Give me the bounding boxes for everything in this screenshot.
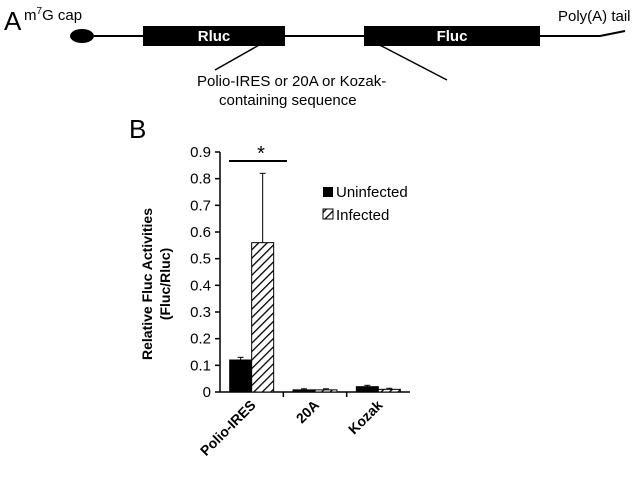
rluc-box xyxy=(143,26,285,46)
y-tick-label: 0.7 xyxy=(190,197,211,214)
rluc-label: Rluc xyxy=(198,28,231,45)
cap-oval xyxy=(70,29,94,43)
significance-star: * xyxy=(257,143,265,165)
bars xyxy=(229,242,401,393)
insert-pointer-left xyxy=(214,39,269,71)
legend-label-uninfected: Uninfected xyxy=(336,184,408,201)
legend-label-infected: Infected xyxy=(336,207,389,224)
bar-uninfected-20a xyxy=(292,389,316,393)
legend-swatch-uninfected xyxy=(323,187,333,197)
insert-pointer-right xyxy=(369,39,448,81)
panel-b-chart: B Relative Fluc Activities (Fluc/Rluc) 0… xyxy=(129,114,410,459)
y-tick-label: 0.4 xyxy=(190,277,211,294)
x-category-label: Kozak xyxy=(345,397,386,438)
y-axis-title: Relative Fluc Activities (Fluc/Rluc) xyxy=(139,208,173,360)
panel-b-letter: B xyxy=(129,114,146,144)
fluc-box xyxy=(364,26,540,46)
x-axis xyxy=(220,391,410,397)
y-axis-title-line2: (Fluc/Rluc) xyxy=(157,248,173,320)
cap-label: m7G cap xyxy=(24,6,82,24)
x-category-label: 20A xyxy=(293,397,322,426)
y-tick-label: 0 xyxy=(203,384,211,401)
polya-tail-line xyxy=(599,30,626,37)
category-labels: Polio-IRES 20A Kozak xyxy=(197,397,386,459)
legend-swatch-infected xyxy=(322,208,334,220)
x-category-label: Polio-IRES xyxy=(197,397,259,459)
y-tick-label: 0.3 xyxy=(190,304,211,321)
bar-infected-20a xyxy=(314,389,338,393)
significance-marker: * xyxy=(229,143,287,165)
insert-label-line1: Polio-IRES or 20A or Kozak- xyxy=(197,73,386,90)
bar-infected-kozak xyxy=(377,388,401,393)
insert-label-line2: containing sequence xyxy=(219,92,357,109)
y-axis: 0 0.1 0.2 0.3 0.4 0.5 0.6 0.7 0.8 0.9 xyxy=(190,144,221,401)
polya-label: Poly(A) tail xyxy=(558,8,631,25)
y-tick-label: 0.6 xyxy=(190,224,211,241)
legend: Uninfected Infected xyxy=(322,184,408,224)
y-tick-label: 0.5 xyxy=(190,251,211,268)
bar-uninfected-kozak xyxy=(355,386,379,393)
panel-a-letter: A xyxy=(4,6,22,36)
panel-a-diagram: A m7G cap Rluc Fluc Poly(A) tail Polio-I… xyxy=(4,6,631,109)
bar-infected-polio-ires xyxy=(251,242,275,393)
y-axis-title-line1: Relative Fluc Activities xyxy=(139,208,155,360)
error-bars xyxy=(237,172,393,390)
bar-uninfected-polio-ires xyxy=(229,359,253,393)
y-tick-label: 0.8 xyxy=(190,171,211,188)
y-tick-label: 0.1 xyxy=(190,357,211,374)
y-tick-label: 0.9 xyxy=(190,144,211,161)
fluc-label: Fluc xyxy=(437,28,468,45)
y-tick-label: 0.2 xyxy=(190,331,211,348)
